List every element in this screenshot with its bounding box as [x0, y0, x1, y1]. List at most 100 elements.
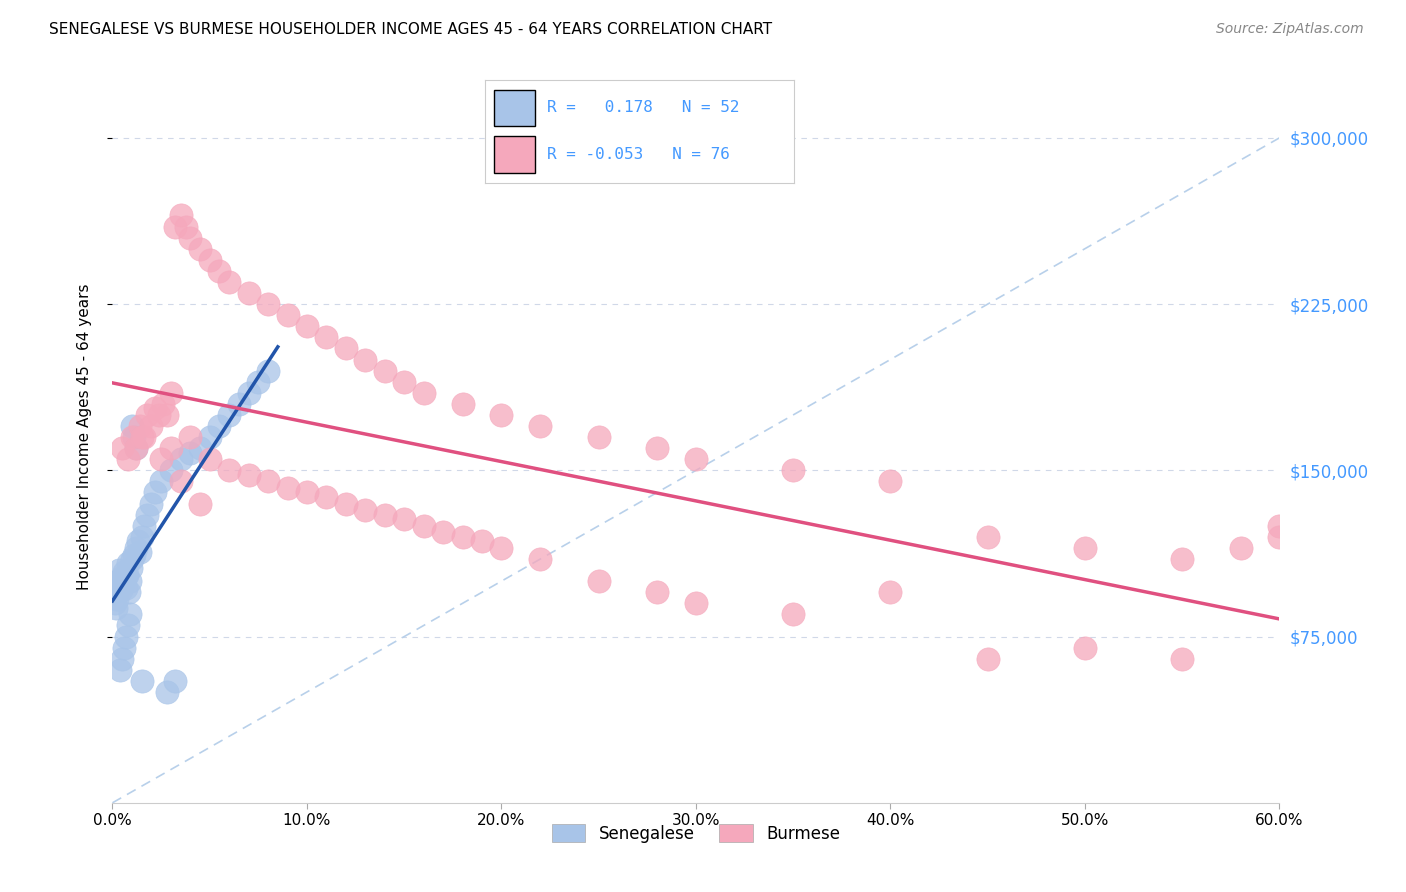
Point	[120, 561, 142, 575]
Point	[132, 430, 155, 444]
Point	[136, 408, 159, 422]
Point	[685, 596, 707, 610]
Point	[160, 463, 183, 477]
Point	[529, 552, 551, 566]
Point	[125, 441, 148, 455]
Point	[588, 430, 610, 444]
Point	[179, 430, 201, 444]
Point	[276, 481, 298, 495]
Point	[198, 252, 221, 267]
Point	[238, 285, 260, 300]
Point	[782, 607, 804, 622]
Point	[208, 264, 231, 278]
Point	[208, 419, 231, 434]
Point	[188, 497, 211, 511]
Point	[645, 441, 668, 455]
Point	[127, 534, 149, 549]
Point	[169, 209, 191, 223]
Point	[976, 530, 998, 544]
Point	[879, 585, 901, 599]
Point	[117, 452, 139, 467]
Point	[315, 490, 337, 504]
Point	[685, 452, 707, 467]
Point	[131, 673, 153, 688]
Point	[112, 640, 135, 655]
Point	[257, 475, 280, 489]
Point	[121, 552, 143, 566]
Point	[122, 548, 145, 562]
Point	[432, 525, 454, 540]
Point	[879, 475, 901, 489]
Point	[103, 585, 125, 599]
Point	[122, 430, 145, 444]
Point	[335, 497, 357, 511]
Point	[118, 607, 141, 622]
Point	[107, 574, 129, 589]
Point	[125, 541, 148, 555]
Point	[1074, 640, 1097, 655]
Point	[169, 475, 191, 489]
Point	[117, 618, 139, 632]
Text: R =   0.178   N = 52: R = 0.178 N = 52	[547, 101, 740, 115]
Point	[412, 385, 434, 400]
Point	[148, 408, 170, 422]
Point	[491, 541, 513, 555]
Point	[143, 485, 166, 500]
Point	[104, 596, 127, 610]
Point	[451, 530, 474, 544]
Point	[179, 445, 201, 459]
Point	[112, 566, 135, 580]
Point	[112, 576, 135, 591]
Point	[238, 467, 260, 482]
Point	[295, 319, 318, 334]
Point	[141, 497, 163, 511]
Point	[121, 430, 143, 444]
Point	[257, 363, 280, 377]
Point	[110, 582, 132, 597]
Point	[218, 408, 240, 422]
Point	[160, 441, 183, 455]
Point	[128, 545, 150, 559]
Point	[1229, 541, 1251, 555]
Point	[451, 397, 474, 411]
Point	[198, 430, 221, 444]
Point	[131, 530, 153, 544]
Point	[238, 385, 260, 400]
Point	[128, 419, 150, 434]
Text: Source: ZipAtlas.com: Source: ZipAtlas.com	[1216, 22, 1364, 37]
Point	[588, 574, 610, 589]
Point	[471, 534, 494, 549]
Point	[125, 441, 148, 455]
Point	[141, 419, 163, 434]
Point	[374, 508, 396, 522]
Point	[105, 600, 128, 615]
Point	[169, 452, 191, 467]
Point	[111, 570, 134, 584]
FancyBboxPatch shape	[495, 89, 534, 127]
Point	[115, 567, 138, 582]
Point	[491, 408, 513, 422]
Point	[276, 308, 298, 322]
Point	[118, 574, 141, 589]
Point	[198, 452, 221, 467]
Point	[136, 508, 159, 522]
Point	[354, 352, 377, 367]
Point	[121, 419, 143, 434]
Point	[150, 475, 173, 489]
Point	[976, 651, 998, 665]
Point	[1074, 541, 1097, 555]
Point	[374, 363, 396, 377]
Point	[188, 441, 211, 455]
Point	[163, 673, 186, 688]
Point	[108, 563, 131, 577]
Point	[117, 557, 139, 571]
FancyBboxPatch shape	[495, 136, 534, 173]
Point	[118, 585, 141, 599]
Point	[176, 219, 198, 234]
Point	[115, 581, 138, 595]
Point	[110, 663, 132, 677]
Point	[1268, 530, 1291, 544]
Point	[152, 397, 174, 411]
Point	[143, 401, 166, 416]
Point	[156, 685, 179, 699]
